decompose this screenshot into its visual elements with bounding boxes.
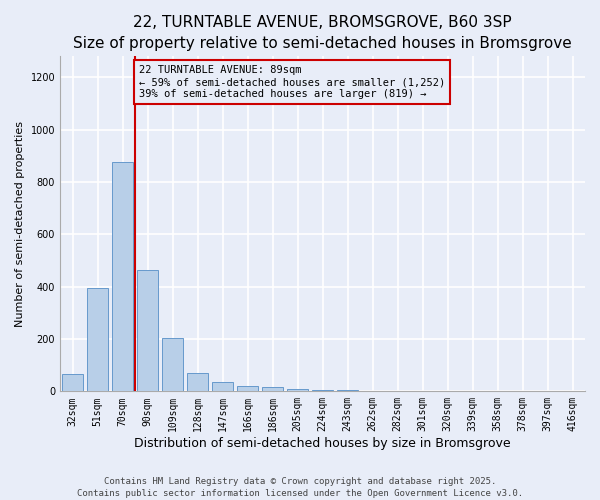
Bar [337, 390, 358, 392]
Bar [362, 390, 383, 392]
Bar [287, 388, 308, 392]
Bar [312, 390, 333, 392]
Bar [112, 162, 133, 392]
Text: Contains HM Land Registry data © Crown copyright and database right 2025.
Contai: Contains HM Land Registry data © Crown c… [77, 476, 523, 498]
Text: 22 TURNTABLE AVENUE: 89sqm
← 59% of semi-detached houses are smaller (1,252)
39%: 22 TURNTABLE AVENUE: 89sqm ← 59% of semi… [139, 66, 445, 98]
Bar [262, 388, 283, 392]
Y-axis label: Number of semi-detached properties: Number of semi-detached properties [15, 121, 25, 327]
Bar [162, 338, 183, 392]
Bar [212, 382, 233, 392]
Bar [387, 391, 408, 392]
Bar [237, 386, 258, 392]
Bar [137, 270, 158, 392]
Bar [62, 374, 83, 392]
Title: 22, TURNTABLE AVENUE, BROMSGROVE, B60 3SP
Size of property relative to semi-deta: 22, TURNTABLE AVENUE, BROMSGROVE, B60 3S… [73, 15, 572, 51]
Bar [187, 373, 208, 392]
Bar [87, 288, 108, 392]
X-axis label: Distribution of semi-detached houses by size in Bromsgrove: Distribution of semi-detached houses by … [134, 437, 511, 450]
